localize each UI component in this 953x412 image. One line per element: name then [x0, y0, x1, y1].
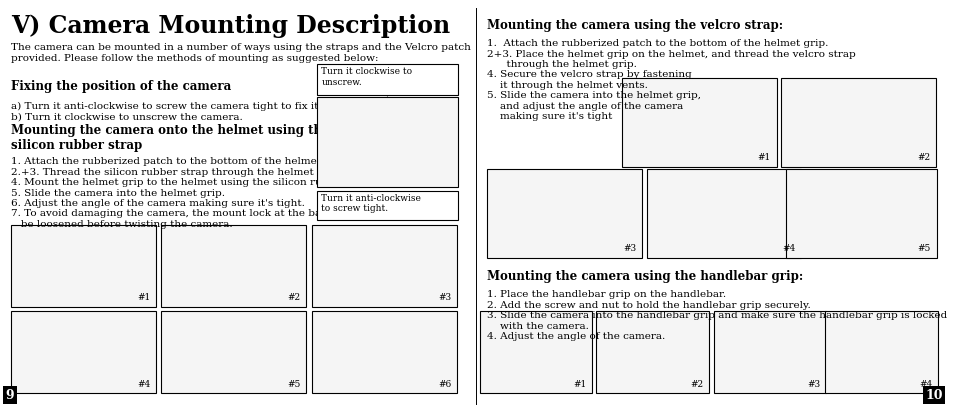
Text: #4: #4 — [918, 379, 931, 389]
Bar — [11, 225, 156, 307]
Text: Mounting the camera using the handlebar grip:: Mounting the camera using the handlebar … — [487, 270, 802, 283]
Bar — [596, 311, 708, 393]
Bar — [316, 191, 457, 220]
Text: #5: #5 — [287, 379, 300, 389]
Text: Mounting the camera using the velcro strap:: Mounting the camera using the velcro str… — [487, 19, 782, 32]
Text: #5: #5 — [917, 243, 930, 253]
Text: #3: #3 — [806, 379, 820, 389]
Bar — [646, 169, 801, 258]
Text: #3: #3 — [437, 293, 451, 302]
Text: #1: #1 — [137, 293, 151, 302]
Text: 10: 10 — [924, 389, 942, 402]
Text: #2: #2 — [916, 153, 929, 162]
Bar — [487, 169, 641, 258]
Bar — [479, 311, 592, 393]
Bar — [161, 311, 306, 393]
Text: #1: #1 — [757, 153, 770, 162]
Bar — [316, 97, 457, 187]
Bar — [785, 169, 936, 258]
Bar — [824, 311, 937, 393]
Text: Mounting the camera onto the helmet using the
silicon rubber strap: Mounting the camera onto the helmet usin… — [11, 124, 330, 152]
Text: #2: #2 — [689, 379, 702, 389]
Bar — [713, 311, 825, 393]
Text: Turn it clockwise to
unscrew.: Turn it clockwise to unscrew. — [321, 67, 413, 87]
Bar — [161, 225, 306, 307]
Text: 1. Place the handlebar grip on the handlebar.
2. Add the screw and nut to hold t: 1. Place the handlebar grip on the handl… — [487, 290, 946, 341]
Text: #4: #4 — [781, 243, 795, 253]
Bar — [316, 64, 457, 95]
Text: 1. Attach the rubberized patch to the bottom of the helmet grip.
2.+3. Thread th: 1. Attach the rubberized patch to the bo… — [11, 157, 380, 229]
Bar — [781, 78, 935, 167]
Text: #3: #3 — [622, 243, 636, 253]
Text: 9: 9 — [6, 389, 14, 402]
Text: Turn it anti-clockwise
to screw tight.: Turn it anti-clockwise to screw tight. — [321, 194, 421, 213]
Bar — [11, 311, 156, 393]
Bar — [621, 78, 776, 167]
Text: #1: #1 — [573, 379, 586, 389]
Text: #2: #2 — [287, 293, 300, 302]
Text: Fixing the position of the camera: Fixing the position of the camera — [11, 80, 232, 94]
Bar — [312, 225, 456, 307]
Text: V) Camera Mounting Description: V) Camera Mounting Description — [11, 14, 450, 38]
Bar — [312, 311, 456, 393]
Text: #6: #6 — [437, 379, 451, 389]
Text: 1.  Attach the rubberized patch to the bottom of the helmet grip.
2+3. Place the: 1. Attach the rubberized patch to the bo… — [487, 39, 856, 121]
Text: #4: #4 — [137, 379, 151, 389]
Text: a) Turn it anti-clockwise to screw the camera tight to fix it into position.
b) : a) Turn it anti-clockwise to screw the c… — [11, 102, 391, 121]
Text: The camera can be mounted in a number of ways using the straps and the Velcro pa: The camera can be mounted in a number of… — [11, 43, 471, 63]
